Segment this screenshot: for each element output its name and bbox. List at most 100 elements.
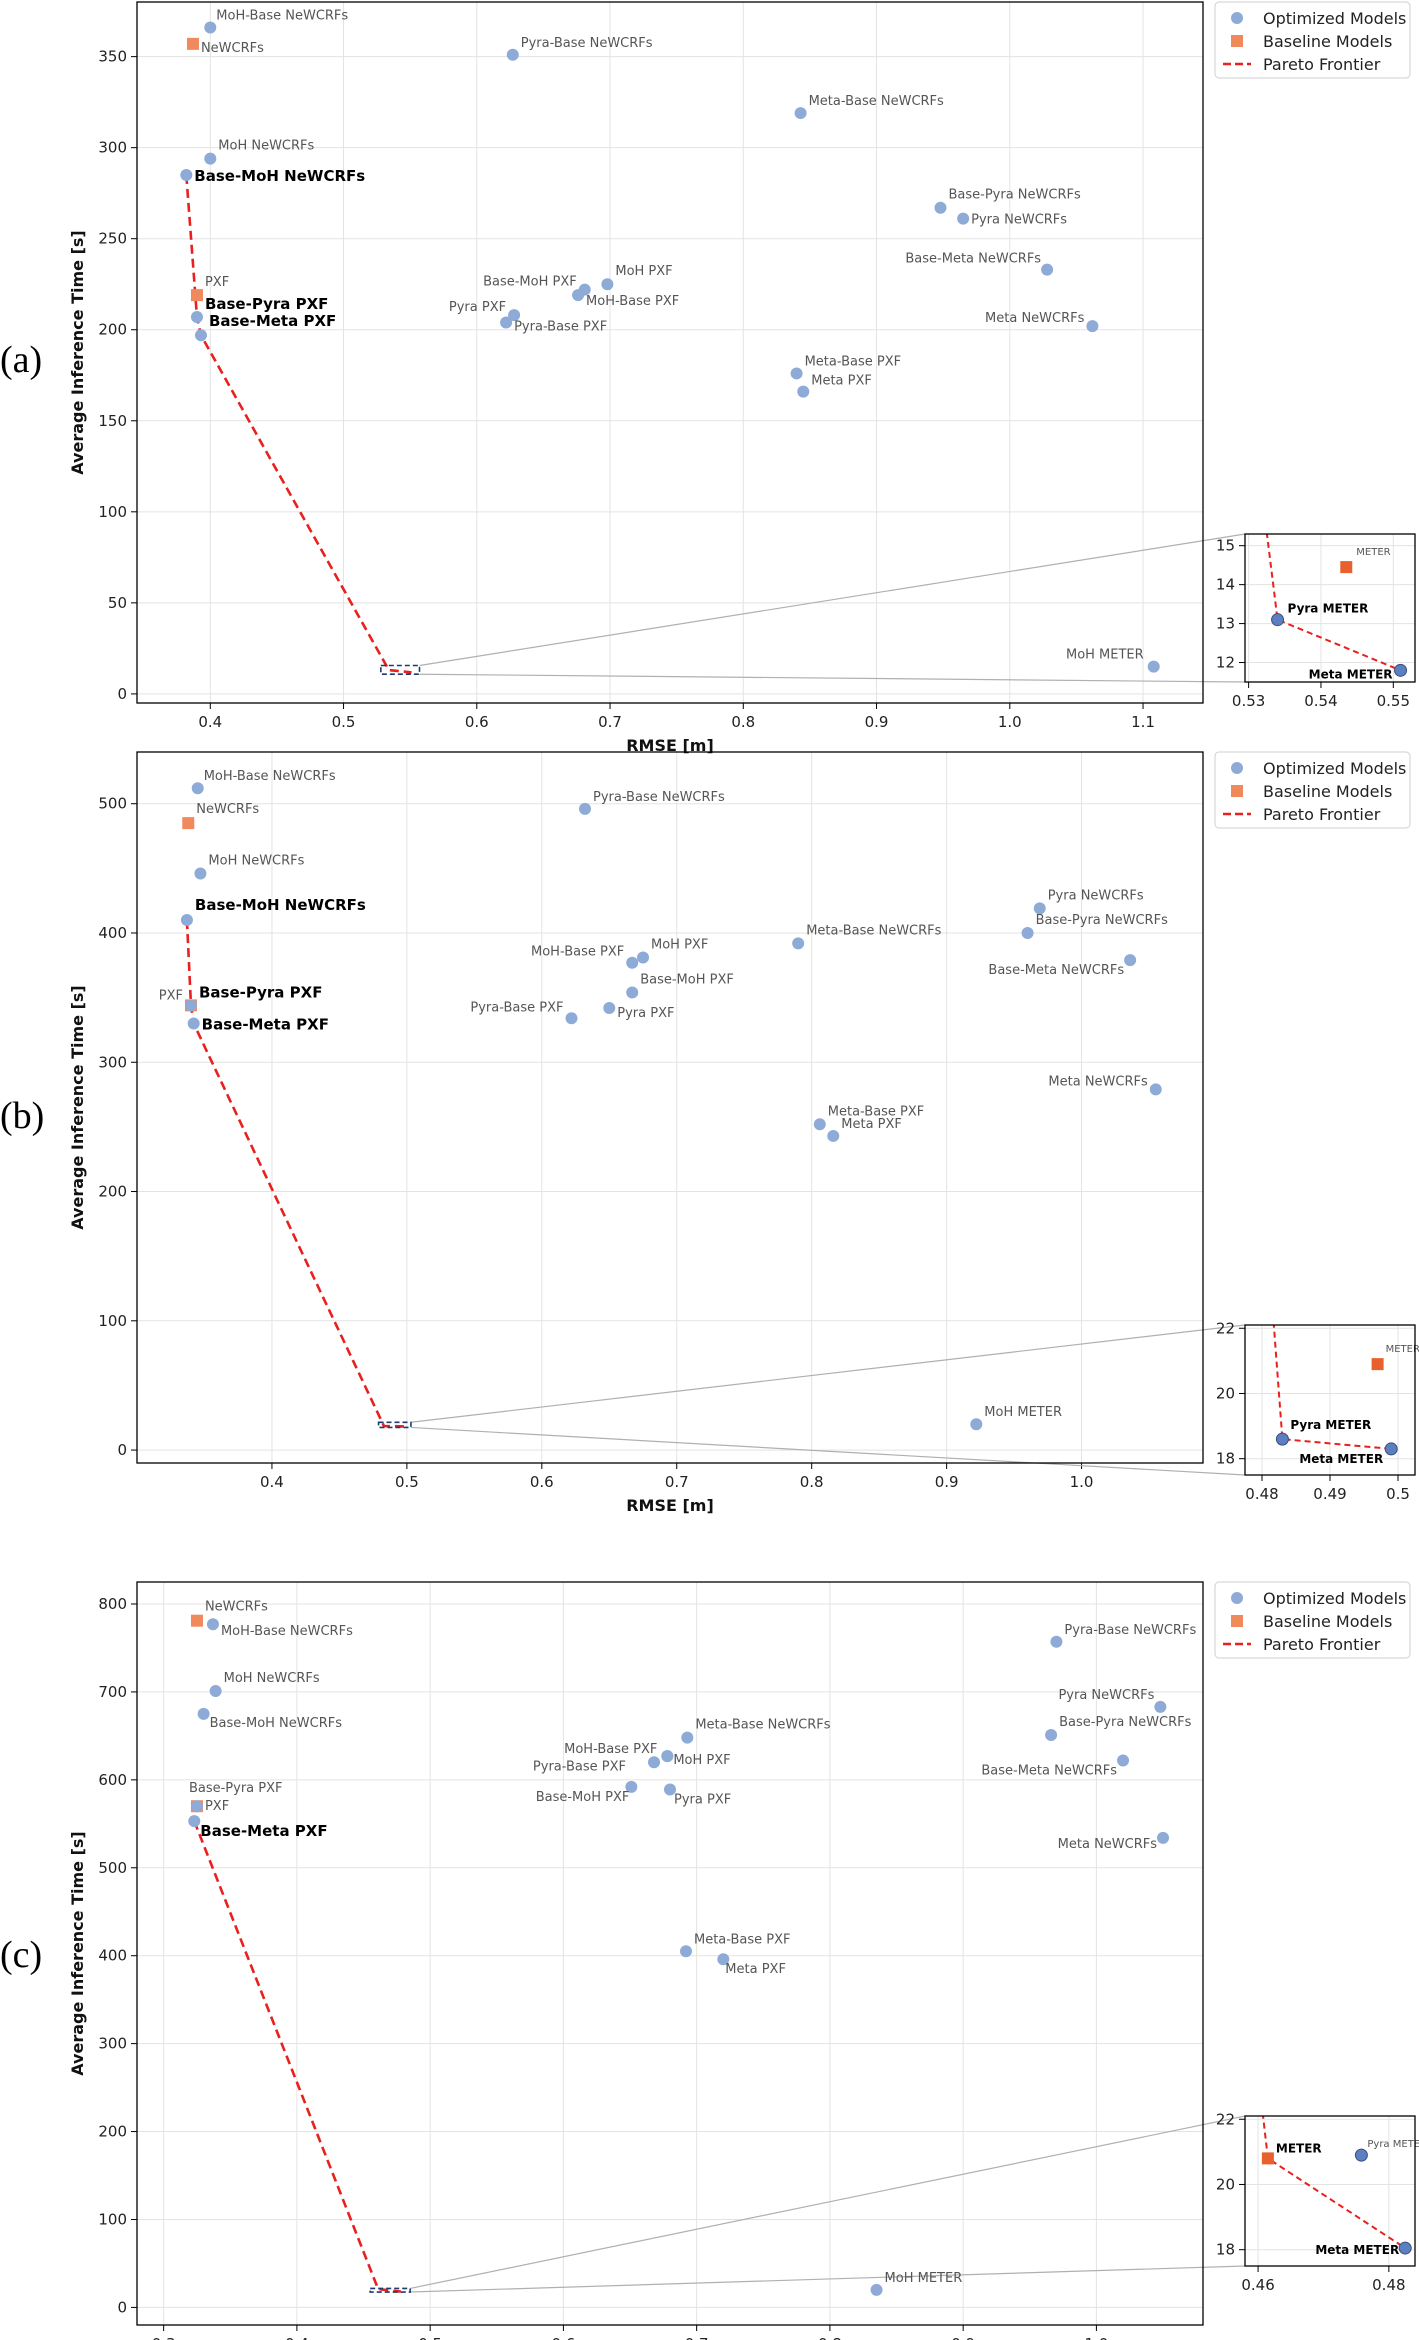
zoom-connector-bottom xyxy=(410,1426,1246,1476)
plot-frame xyxy=(136,1,1204,704)
x-tick-label: 0.7 xyxy=(598,713,622,731)
x-tick-label: 0.3 xyxy=(152,2335,176,2340)
data-point xyxy=(1041,263,1054,276)
data-point xyxy=(1117,1754,1130,1767)
inset-frame xyxy=(1244,2115,1416,2267)
data-point xyxy=(191,782,204,795)
data-label: MoH METER xyxy=(885,2271,963,2286)
inset-x-tick-label: 0.54 xyxy=(1304,692,1337,710)
data-point xyxy=(664,1783,676,1796)
data-label: Base-Meta PXF xyxy=(200,1822,327,1840)
data-label: Pyra PXF xyxy=(449,300,506,315)
data-label: MoH NeWCRFs xyxy=(224,1671,320,1686)
data-point xyxy=(500,316,513,329)
y-tick-label: 200 xyxy=(98,321,127,339)
data-label: Base-Pyra NeWCRFs xyxy=(1036,913,1168,928)
data-label: Meta NeWCRFs xyxy=(985,311,1085,326)
plot-frame xyxy=(136,1581,1204,2326)
x-tick-label: 0.8 xyxy=(731,713,755,731)
y-tick-label: 200 xyxy=(98,2123,127,2141)
data-point xyxy=(188,1815,201,1828)
legend-entry: Pareto Frontier xyxy=(1263,1635,1381,1654)
data-point xyxy=(827,1129,840,1142)
legend-optimized-marker xyxy=(1231,1592,1243,1604)
x-tick-label: 0.9 xyxy=(865,713,889,731)
data-label: Base-Pyra PXF xyxy=(189,1781,283,1796)
data-label: Base-Pyra NeWCRFs xyxy=(948,188,1080,203)
data-label: Base-MoH PXF xyxy=(536,1790,630,1805)
legend-entry: Baseline Models xyxy=(1263,32,1392,51)
data-point xyxy=(681,1731,694,1744)
data-point xyxy=(204,152,217,165)
data-point xyxy=(790,367,803,380)
x-tick-label: 0.4 xyxy=(260,1473,284,1491)
y-tick-label: 150 xyxy=(98,412,127,430)
data-label: Pyra NeWCRFs xyxy=(971,213,1067,228)
data-label: Meta NeWCRFs xyxy=(1048,1074,1148,1089)
data-point xyxy=(209,1685,222,1698)
data-point xyxy=(679,1945,692,1958)
data-point xyxy=(194,329,207,342)
y-tick-label: 100 xyxy=(98,503,127,521)
data-point xyxy=(957,212,970,225)
x-tick-label: 0.9 xyxy=(935,1473,959,1491)
data-point xyxy=(1154,1700,1167,1713)
data-label: Meta-Base PXF xyxy=(694,1932,791,1947)
inset-data-point xyxy=(1275,1432,1289,1446)
data-label: Base-Meta PXF xyxy=(209,312,336,330)
inset-data-label: Meta METER xyxy=(1299,1452,1383,1466)
inset-data-point xyxy=(1340,561,1353,574)
legend-entry: Pareto Frontier xyxy=(1263,805,1381,824)
data-point xyxy=(180,914,193,927)
data-label: Meta-Base NeWCRFs xyxy=(695,1718,830,1733)
data-point xyxy=(626,986,639,999)
data-label: Pyra NeWCRFs xyxy=(1058,1688,1154,1703)
data-point xyxy=(1086,320,1099,333)
x-axis-title: RMSE [m] xyxy=(626,736,714,755)
data-label: Pyra-Base NeWCRFs xyxy=(1064,1623,1196,1638)
data-label: Base-MoH NeWCRFs xyxy=(210,1716,343,1731)
x-tick-label: 1.0 xyxy=(1070,1473,1094,1491)
data-label: Pyra-Base NeWCRFs xyxy=(521,36,653,51)
legend-entry: Pareto Frontier xyxy=(1263,55,1381,74)
y-axis-title: Average Inference Time [s] xyxy=(68,230,87,475)
pareto-frontier-line xyxy=(193,1820,401,2293)
legend: Optimized Models Baseline Models Pareto Fr… xyxy=(1214,1,1411,79)
data-point xyxy=(506,48,519,61)
zoom-region-box xyxy=(377,1421,412,1429)
data-point xyxy=(813,1118,826,1131)
y-tick-label: 600 xyxy=(98,1771,127,1789)
inset-background xyxy=(1245,2116,1415,2266)
data-point xyxy=(194,867,207,880)
inset-y-tick-label: 22 xyxy=(1216,2110,1235,2128)
legend-optimized-marker xyxy=(1231,762,1243,774)
panel-c: 0.3 0.4 0.5 0.6 0.7 0.8 0.9 1.0 0 100 200 300 400 500… xyxy=(0,1581,1419,2340)
y-tick-label: 100 xyxy=(98,2210,127,2228)
data-label: Meta PXF xyxy=(725,1962,786,1977)
zoom-region-box xyxy=(369,2287,411,2293)
inset-pareto-line xyxy=(1272,1325,1392,1450)
legend: Optimized Models Baseline Models Pareto Fr… xyxy=(1214,1581,1411,1659)
x-tick-label: 1.0 xyxy=(998,713,1022,731)
data-label: NeWCRFs xyxy=(205,1600,268,1615)
inset-y-tick-label: 13 xyxy=(1216,615,1235,633)
inset-data-label: Pyra METER xyxy=(1367,2139,1419,2150)
data-label: Base-Meta NeWCRFs xyxy=(905,252,1041,267)
data-point xyxy=(625,1780,638,1793)
y-tick-label: 250 xyxy=(98,230,127,248)
inset-y-tick-label: 15 xyxy=(1216,537,1235,555)
inset-y-tick-label: 12 xyxy=(1216,654,1235,672)
data-point xyxy=(190,310,203,323)
data-point xyxy=(197,1707,210,1720)
inset-x-tick-label: 0.46 xyxy=(1241,2276,1274,2294)
zoom-region-box xyxy=(380,664,421,676)
legend-box xyxy=(1214,751,1411,829)
legend-entry: Optimized Models xyxy=(1263,1589,1406,1608)
inset-y-tick-label: 20 xyxy=(1216,2175,1235,2193)
data-label: NeWCRFs xyxy=(196,802,259,817)
data-point xyxy=(934,201,947,214)
data-label: MoH PXF xyxy=(615,264,672,279)
data-label: MoH-Base NeWCRFs xyxy=(221,1624,353,1639)
data-label: Base-MoH PXF xyxy=(483,275,577,290)
inset-x-tick-label: 0.49 xyxy=(1313,1485,1346,1503)
